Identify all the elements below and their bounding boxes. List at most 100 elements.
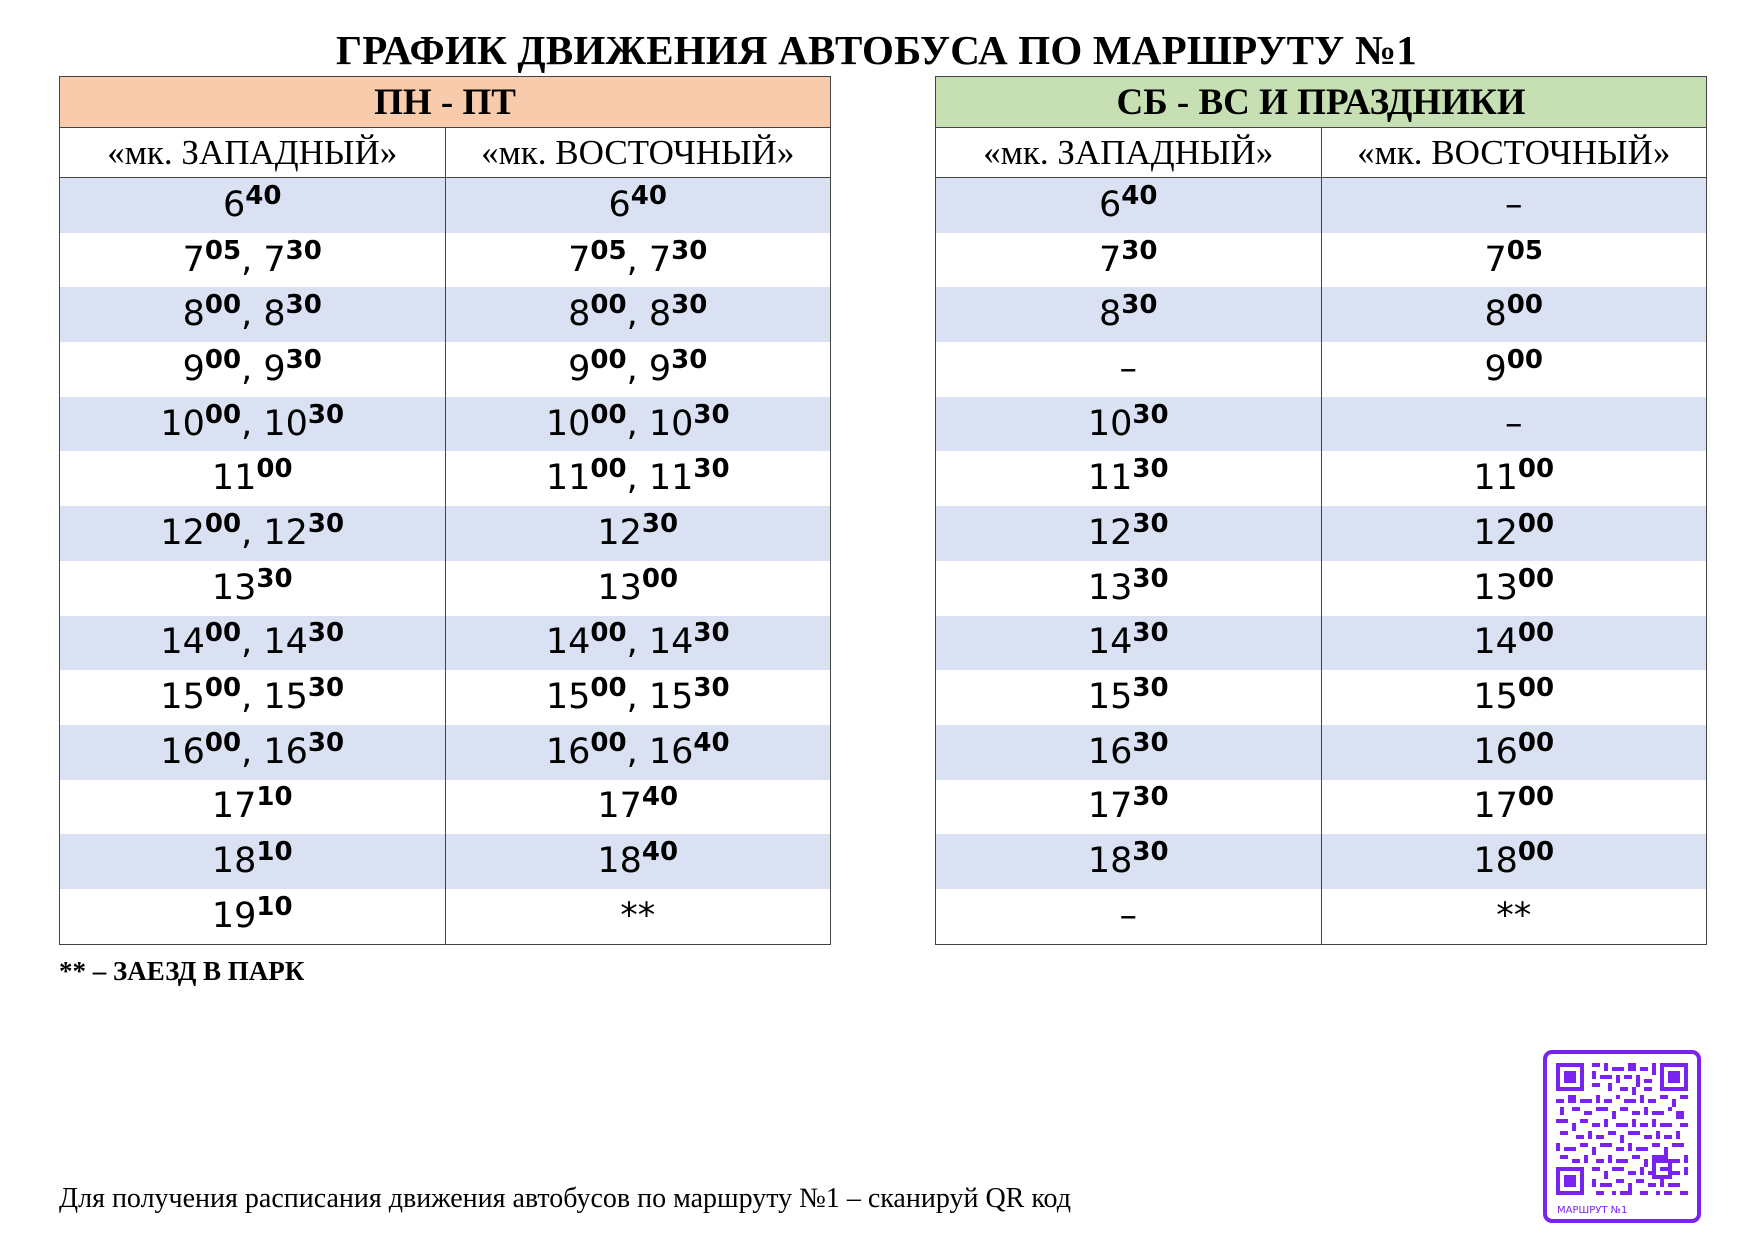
departure-east-cell: 1600, 1640 [444,724,831,780]
table-row: 640– [935,177,1707,233]
weekday-schedule-table: ПН - ПТ «мк. ЗАПАДНЫЙ» «мк. ВОСТОЧНЫЙ» 6… [59,76,831,945]
table-row: 830 800 [935,287,1707,343]
departure-east-cell: 1700 [1320,779,1707,835]
departure-west-cell: 1230 [935,506,1322,561]
departure-west-cell: 1500, 1530 [59,670,446,725]
table-row: 1230 1200 [935,506,1707,561]
table-row: 900, 930 900, 930 [59,342,831,397]
departure-east-cell: 705 [1320,232,1707,288]
table-row: 1000, 1030 1000, 1030 [59,396,831,452]
departure-east-cell: 1400 [1320,615,1707,671]
departure-east-cell: 1300 [444,560,831,616]
weekend-rows: 640–730 705 830 800–900 1030–1130 1100 1230 120… [935,177,1707,945]
departure-east-cell: 800, 830 [444,287,831,343]
qr-label: МАРШРУТ №1 [1557,1205,1628,1216]
weekday-rows: 640 640 705, 730 705, 730 800, 830 800, 830 90… [59,177,831,945]
table-row: 640 640 [59,177,831,233]
table-row: 1730 1700 [935,779,1707,835]
table-row: 1330 1300 [935,560,1707,616]
departure-west-cell: 1000, 1030 [59,396,446,452]
departure-west-cell: 1100 [59,451,446,507]
qr-code[interactable]: МАРШРУТ №1 [1543,1050,1701,1223]
table-row: 1430 1400 [935,615,1707,671]
departure-west-cell: 800, 830 [59,287,446,343]
qr-instruction: Для получения расписания движения автобу… [59,1183,1071,1214]
departure-west-cell: 1710 [59,779,446,835]
departure-east-cell: 1230 [444,506,831,561]
departure-east-cell: 900 [1320,342,1707,397]
weekday-stop-west: «мк. ЗАПАДНЫЙ» [59,127,446,178]
table-row: – ** [935,888,1707,945]
departure-west-cell: 900, 930 [59,342,446,397]
departure-east-cell: 1500 [1320,670,1707,725]
departure-west-cell: 1630 [935,724,1322,780]
departure-west-cell: 1430 [935,615,1322,671]
table-row: 1200, 1230 1230 [59,506,831,561]
table-row: 1100 1100, 1130 [59,451,831,507]
departure-east-cell: 900, 930 [444,342,831,397]
departure-east-cell: 1300 [1320,560,1707,616]
departure-west-cell: 705, 730 [59,232,446,288]
departure-east-cell: ** [444,888,831,945]
departure-west-cell: 1530 [935,670,1322,725]
weekday-header: ПН - ПТ [59,76,831,128]
weekend-stop-east: «мк. ВОСТОЧНЫЙ» [1320,127,1707,178]
table-row: 1810 1840 [59,834,831,889]
departure-west-cell: 1600, 1630 [59,724,446,780]
departure-east-cell: 1740 [444,779,831,835]
table-row: 1530 1500 [935,670,1707,725]
table-row: 1910 ** [59,888,831,945]
departure-west-cell: 1830 [935,834,1322,889]
footnote: ** – ЗАЕЗД В ПАРК [59,956,305,986]
departure-west-cell: 640 [935,177,1322,233]
departure-east-cell: 1500, 1530 [444,670,831,725]
table-row: 1630 1600 [935,724,1707,780]
page-title: ГРАФИК ДВИЖЕНИЯ АВТОБУСА ПО МАРШРУТУ №1 [336,27,1417,73]
departure-west-cell: 1200, 1230 [59,506,446,561]
table-row: 800, 830 800, 830 [59,287,831,343]
table-row: 730 705 [935,232,1707,288]
departure-east-cell: 705, 730 [444,232,831,288]
departure-west-cell: 1030 [935,396,1322,452]
table-row: 1500, 1530 1500, 1530 [59,670,831,725]
departure-west-cell: 1810 [59,834,446,889]
departure-east-cell: 1800 [1320,834,1707,889]
departure-east-cell: 1600 [1320,724,1707,780]
departure-east-cell: 1200 [1320,506,1707,561]
departure-east-cell: 1400, 1430 [444,615,831,671]
weekend-stop-west: «мк. ЗАПАДНЫЙ» [935,127,1322,178]
departure-west-cell: – [935,342,1322,397]
table-row: –900 [935,342,1707,397]
weekend-schedule-table: СБ - ВС И ПРАЗДНИКИ «мк. ЗАПАДНЫЙ» «мк. … [935,76,1707,945]
departure-west-cell: – [935,888,1322,945]
departure-east-cell: 1100, 1130 [444,451,831,507]
departure-west-cell: 640 [59,177,446,233]
departure-west-cell: 1400, 1430 [59,615,446,671]
departure-west-cell: 1330 [935,560,1322,616]
table-row: 1330 1300 [59,560,831,616]
departure-west-cell: 1130 [935,451,1322,507]
departure-west-cell: 1330 [59,560,446,616]
departure-east-cell: – [1320,177,1707,233]
departure-east-cell: 1100 [1320,451,1707,507]
departure-east-cell: 1840 [444,834,831,889]
qr-code-icon [1556,1063,1688,1195]
departure-east-cell: ** [1320,888,1707,945]
table-row: 1830 1800 [935,834,1707,889]
departure-east-cell: 1000, 1030 [444,396,831,452]
departure-west-cell: 730 [935,232,1322,288]
table-row: 1030– [935,396,1707,452]
table-row: 705, 730 705, 730 [59,232,831,288]
departure-west-cell: 830 [935,287,1322,343]
table-row: 1710 1740 [59,779,831,835]
departure-west-cell: 1730 [935,779,1322,835]
departure-east-cell: 640 [444,177,831,233]
table-row: 1130 1100 [935,451,1707,507]
table-row: 1400, 1430 1400, 1430 [59,615,831,671]
departure-west-cell: 1910 [59,888,446,945]
weekend-header: СБ - ВС И ПРАЗДНИКИ [935,76,1707,128]
weekday-stop-east: «мк. ВОСТОЧНЫЙ» [444,127,831,178]
table-row: 1600, 1630 1600, 1640 [59,724,831,780]
departure-east-cell: – [1320,396,1707,452]
departure-east-cell: 800 [1320,287,1707,343]
